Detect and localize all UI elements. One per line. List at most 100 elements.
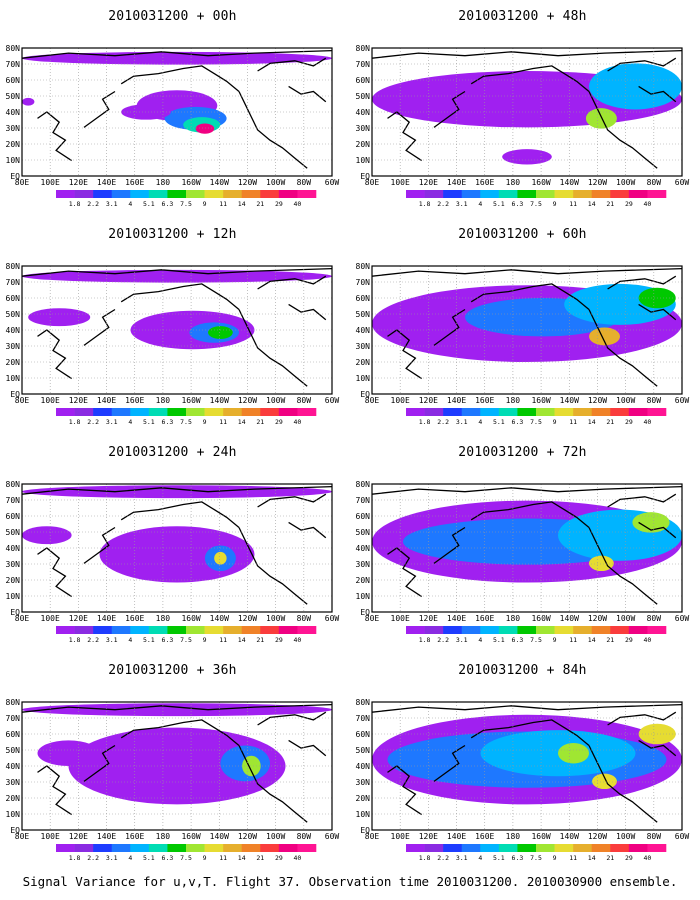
colorbar-label: 11	[219, 200, 227, 208]
colorbar-label: 4	[128, 854, 132, 862]
colorbar-swatch	[461, 844, 481, 852]
colorbar-swatch	[406, 408, 425, 416]
lat-label: 50N	[6, 310, 21, 319]
lat-label: 20N	[6, 358, 21, 367]
colorbar-swatch	[443, 408, 463, 416]
colorbar-swatch	[424, 844, 444, 852]
panel-title: 2010031200 + 60h	[458, 227, 587, 242]
lat-label: 70N	[6, 278, 21, 287]
lat-label: 30N	[6, 342, 21, 351]
colorbar-swatch	[130, 626, 150, 634]
colorbar-swatch	[573, 844, 593, 852]
colorbar-swatch	[241, 844, 261, 852]
colorbar-label: 29	[275, 854, 283, 862]
colorbar-swatch	[480, 626, 500, 634]
colorbar-swatch	[406, 844, 425, 852]
coastline	[238, 745, 308, 823]
lat-label: 60N	[6, 730, 21, 739]
colorbar-swatch	[167, 626, 187, 634]
colorbar-swatch	[56, 190, 75, 198]
lat-label: 40N	[6, 544, 21, 553]
lat-label: 30N	[356, 342, 371, 351]
lat-label: 50N	[356, 310, 371, 319]
colorbar-swatch	[204, 190, 224, 198]
lat-label: 80N	[6, 480, 21, 489]
lon-label: 80W	[297, 396, 312, 405]
lon-label: 160E	[125, 614, 144, 623]
lat-label: EQ	[360, 172, 370, 181]
variance-contour	[195, 123, 215, 134]
lat-label: 70N	[356, 714, 371, 723]
lat-label: 40N	[356, 108, 371, 117]
lon-label: 140W	[210, 396, 229, 405]
colorbar-swatch	[498, 408, 518, 416]
colorbar-label: 14	[588, 418, 596, 426]
lon-label: 140E	[447, 832, 466, 841]
colorbar-swatch	[424, 190, 444, 198]
lon-label: 140E	[97, 614, 116, 623]
colorbar-label: 6.3	[512, 636, 524, 644]
map-panel: 2010031200 + 00h 80N 70N 60N 50N 40N 30N 20N 10N…	[0, 8, 345, 230]
lat-label: 10N	[356, 374, 371, 383]
colorbar-swatch	[74, 408, 94, 416]
lon-label: 120W	[588, 614, 607, 623]
colorbar-label: 7.5	[530, 636, 542, 644]
colorbar-swatch	[186, 844, 205, 852]
colorbar-swatch	[111, 408, 131, 416]
lat-label: 30N	[356, 778, 371, 787]
colorbar-swatch	[610, 626, 630, 634]
panel-title: 2010031200 + 12h	[108, 227, 237, 242]
colorbar-label: 21	[606, 418, 614, 426]
colorbar-swatch	[573, 626, 593, 634]
lon-label: 120W	[238, 832, 257, 841]
variance-contour	[22, 703, 332, 717]
lon-label: 80E	[15, 178, 30, 187]
lon-label: 100W	[266, 396, 285, 405]
lon-label: 120E	[69, 614, 88, 623]
colorbar-swatch	[297, 408, 317, 416]
variance-contour	[589, 63, 682, 110]
colorbar-swatch	[260, 408, 280, 416]
map-panel: 2010031200 + 72h 80N 70N 60N 50N 40N 30N 20N 10N…	[350, 444, 695, 666]
colorbar-swatch	[297, 844, 317, 852]
coastline	[288, 303, 327, 321]
colorbar-swatch	[167, 190, 187, 198]
lon-label: 120W	[238, 178, 257, 187]
coastline	[372, 49, 682, 59]
colorbar-label: 14	[588, 636, 596, 644]
lon-label: 60W	[325, 178, 340, 187]
coastline	[288, 85, 327, 103]
panel-title: 2010031200 + 48h	[458, 9, 587, 24]
colorbar-swatch	[536, 408, 555, 416]
colorbar-label: 1.8	[419, 636, 431, 644]
lat-label: 30N	[6, 778, 21, 787]
lat-label: 40N	[356, 326, 371, 335]
lon-label: 100W	[616, 178, 635, 187]
coastline	[257, 275, 327, 290]
variance-contour	[502, 149, 552, 165]
coastline	[288, 739, 327, 757]
colorbar-label: 3.1	[456, 200, 468, 208]
variance-contour	[208, 326, 233, 339]
coastline	[372, 267, 682, 277]
coastline	[120, 501, 240, 529]
panel-title: 2010031200 + 84h	[458, 663, 587, 678]
lon-label: 160W	[531, 614, 550, 623]
lon-label: 120W	[238, 396, 257, 405]
colorbar-swatch	[297, 190, 317, 198]
lon-label: 100E	[391, 396, 410, 405]
colorbar-swatch	[148, 190, 168, 198]
variance-contour	[592, 773, 617, 790]
lon-label: 80W	[647, 614, 662, 623]
colorbar-label: 40	[294, 418, 302, 426]
coastline	[257, 711, 327, 726]
colorbar-swatch	[628, 190, 648, 198]
colorbar-swatch	[278, 190, 298, 198]
colorbar-label: 2.2	[87, 200, 99, 208]
colorbar-label: 2.2	[87, 854, 99, 862]
colorbar-swatch	[461, 408, 481, 416]
lat-label: 80N	[356, 44, 371, 53]
colorbar-label: 2.2	[437, 200, 449, 208]
lat-label: 80N	[356, 480, 371, 489]
colorbar-label: 2.2	[437, 418, 449, 426]
